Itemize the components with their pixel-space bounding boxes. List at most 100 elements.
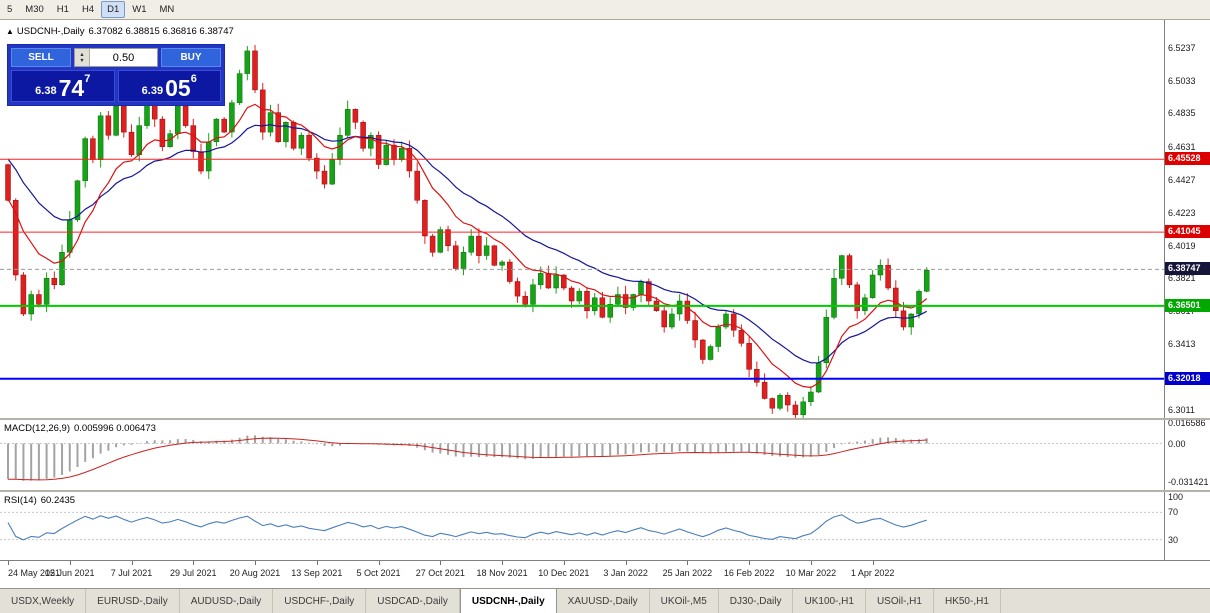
ma-slow-line [7,124,927,364]
price-badge: 6.41045 [1165,225,1210,239]
axis-label: 30 [1168,534,1179,545]
ma-fast-line [7,103,928,389]
timeframe-bar: 5 M30 H1 H4 D1 W1 MN [0,0,1210,20]
axis-label: 100 [1168,492,1184,502]
chart-tab-USDCNH-,Daily[interactable]: USDCNH-,Daily [459,589,557,613]
chart-tab-DJ30-,Daily[interactable]: DJ30-,Daily [719,589,794,613]
date-label: 24 May 2021 [7,568,61,578]
date-tick [378,561,380,565]
rsi-value: 60.2435 [40,495,76,506]
rsi-line [7,514,927,541]
date-label: 18 Nov 2021 [476,568,528,578]
price-badge: 6.38747 [1165,262,1210,276]
date-label: 1 Apr 2022 [850,568,895,578]
chart-tab-USDX,Weekly[interactable]: USDX,Weekly [0,589,87,613]
chart-canvas[interactable] [0,20,1164,560]
timeframe-button-H1[interactable]: H1 [56,4,69,15]
pane-splitter-macd[interactable] [0,418,1210,420]
timeframe-button-MN[interactable]: MN [159,4,175,15]
chart-tab-EURUSD-,Daily[interactable]: EURUSD-,Daily [86,589,180,613]
date-label: 15 Jun 2021 [44,568,95,578]
pane-splitter-rsi[interactable] [0,490,1210,492]
date-tick [687,561,689,565]
date-label: 27 Oct 2021 [415,568,465,578]
sell-price-display[interactable]: 6.38 74 7 [11,70,115,102]
price-badge: 6.36501 [1165,298,1210,312]
buy-button[interactable]: BUY [161,48,221,67]
date-tick [8,561,9,565]
ohlc-values: 6.37082 6.38815 6.36816 6.38747 [88,26,234,37]
price-badge: 6.45528 [1165,152,1210,166]
axis-label: 0.016586 [1168,417,1206,428]
sell-price-pips: 74 [58,75,85,101]
macd-pane-label: MACD(12,26,9) 0.005996 0.006473 [4,423,156,434]
macd-signal-line [7,437,927,481]
date-label: 10 Dec 2021 [538,568,590,578]
sell-price-point: 7 [84,73,91,85]
date-label: 20 Aug 2021 [229,568,281,578]
chart-tab-bar: USDX,Weekly EURUSD-,Daily AUDUSD-,Daily USD… [0,588,1210,613]
date-tick [131,561,133,565]
spin-down-icon[interactable]: ▼ [79,57,85,64]
date-tick [872,561,874,565]
chart-tab-USOil-,H1[interactable]: USOil-,H1 [866,589,934,613]
timeframe-button-5[interactable]: 5 [7,4,13,15]
buy-price-display[interactable]: 6.39 05 6 [117,70,221,102]
date-tick [563,561,565,565]
spin-up-icon[interactable]: ▲ [79,51,85,58]
date-label: 13 Sep 2021 [291,568,343,578]
axis-label: 70 [1168,507,1179,518]
axis-label: 0.00 [1168,438,1186,449]
date-label: 25 Jan 2022 [662,568,713,578]
date-label: 10 Mar 2022 [785,568,837,578]
date-tick [810,561,812,565]
chart-tab-UKOil-,M5[interactable]: UKOil-,M5 [650,589,719,613]
collapse-trade-panel-icon[interactable]: ▲ [6,27,14,36]
date-label: 7 Jul 2021 [110,568,153,578]
lot-size-spinner[interactable]: ▲ ▼ 0.50 [74,48,158,67]
price-axis: 6.5237 6.5033 6.4835 6.4631 6.4427 6.4223 6.40… [1164,20,1210,560]
chart-tab-HK50-,H1[interactable]: HK50-,H1 [934,589,1001,613]
axis-label: 6.4223 [1168,207,1196,218]
chart-tab-AUDUSD-,Daily[interactable]: AUDUSD-,Daily [180,589,274,613]
date-tick [255,561,257,565]
sell-button[interactable]: SELL [11,48,71,67]
axis-label: 6.5033 [1168,76,1196,87]
chart-tab-UK100-,H1[interactable]: UK100-,H1 [793,589,866,613]
axis-label: 6.4835 [1168,108,1196,119]
axis-label: -0.031421 [1168,477,1209,488]
sell-price-int: 6.38 [35,85,57,97]
date-tick [193,561,195,565]
date-tick [502,561,504,565]
date-label: 3 Jan 2022 [603,568,648,578]
chart-symbol-label: USDCNH-,Daily [16,26,85,37]
chart-tab-USDCHF-,Daily[interactable]: USDCHF-,Daily [273,589,367,613]
timeframe-button-H4[interactable]: H4 [81,4,95,15]
rsi-pane-label: RSI(14) 60.2435 [4,495,75,506]
timeframe-button-W1[interactable]: W1 [132,4,147,15]
lot-size-value[interactable]: 0.50 [112,51,135,64]
timeframe-button-M30[interactable]: M30 [25,4,44,15]
chart-tab-XAUUSD-,Daily[interactable]: XAUUSD-,Daily [557,589,650,613]
date-label: 5 Oct 2021 [356,568,401,578]
date-tick [749,561,751,565]
timeframe-button-D1[interactable]: D1 [101,1,126,18]
date-tick [440,561,442,565]
axis-label: 6.3011 [1168,404,1195,415]
macd-name: MACD(12,26,9) [4,423,70,434]
axis-label: 6.3413 [1168,339,1196,350]
axis-label: 6.4019 [1168,240,1196,251]
price-badge: 6.32018 [1165,371,1210,385]
macd-values: 0.005996 0.006473 [74,423,156,434]
chart-tab-USDCAD-,Daily[interactable]: USDCAD-,Daily [366,589,460,613]
one-click-trading-panel: SELL ▲ ▼ 0.50 BUY 6.38 74 7 6.39 05 6 [7,44,225,106]
buy-price-int: 6.39 [141,85,164,97]
lot-spinner-arrows[interactable]: ▲ ▼ [75,49,90,66]
buy-price-point: 6 [190,73,197,85]
buy-price-pips: 05 [165,75,191,101]
date-label: 16 Feb 2022 [723,568,775,578]
axis-label: 6.3821 [1168,273,1196,284]
date-tick [316,561,318,565]
axis-label: 6.4631 [1168,141,1196,152]
